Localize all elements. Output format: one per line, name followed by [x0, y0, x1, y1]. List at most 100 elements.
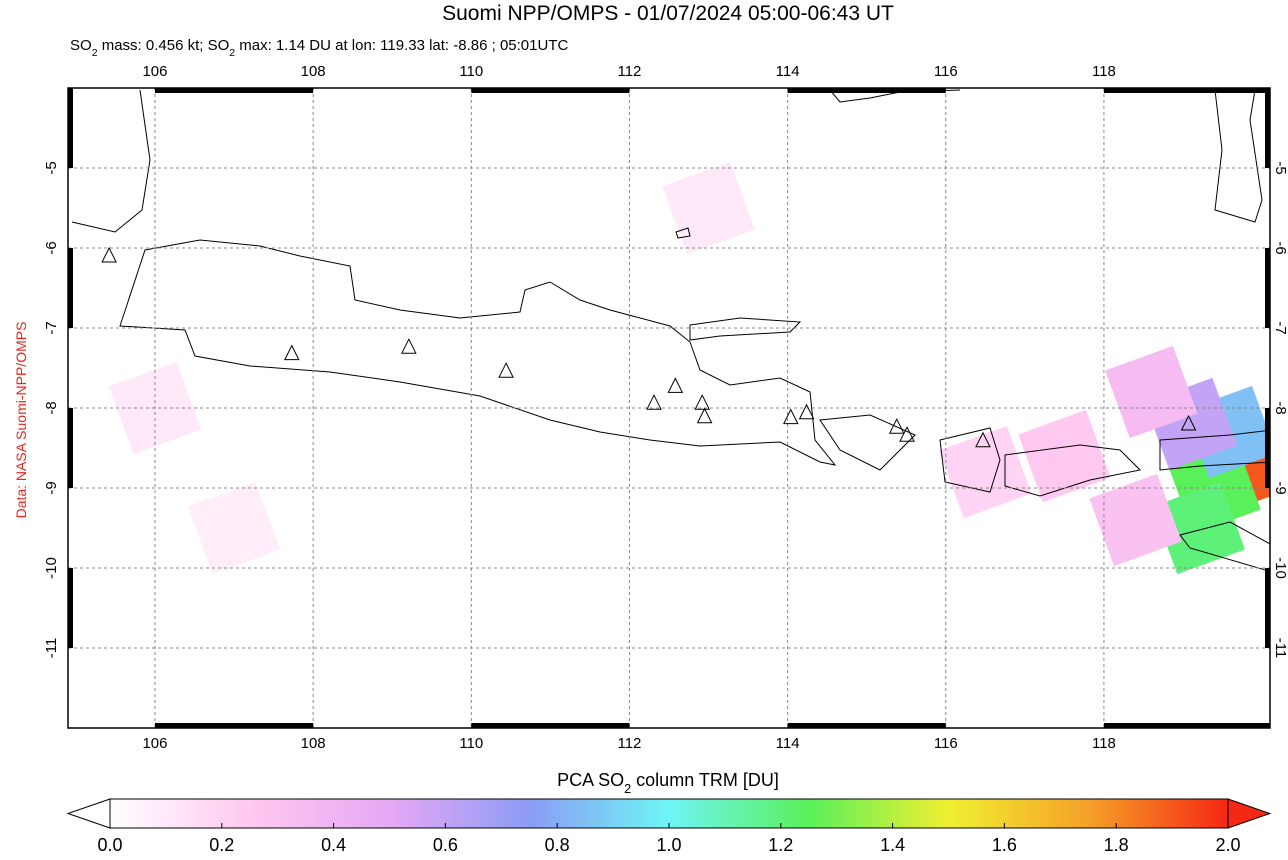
chart-title: Suomi NPP/OMPS - 01/07/2024 05:00-06:43 …: [442, 2, 894, 25]
frame-bar: [787, 723, 946, 728]
so2-cell: [1152, 481, 1245, 575]
colorbar-tick-label: 2.0: [1215, 835, 1240, 855]
coastline: [71, 89, 151, 233]
volcano: [975, 431, 991, 448]
frame-bar: [471, 88, 630, 93]
map-frame: [67, 87, 1271, 729]
text-part: mass: 0.456 kt; SO: [98, 37, 230, 54]
colorbar-tick-label: 1.6: [992, 835, 1017, 855]
colorbar-tick-label: 0.0: [97, 835, 122, 855]
volcano: [401, 338, 417, 354]
text-part: 2: [92, 47, 98, 59]
y-tick-label: -6: [1272, 241, 1288, 254]
coastline: [689, 317, 802, 341]
coastlines: [71, 89, 1270, 572]
volcano: [498, 362, 514, 378]
credit: Data: NASA Suomi-NPP/OMPS: [13, 322, 29, 519]
colorbar-tick-label: 1.8: [1104, 835, 1129, 855]
frame-bar: [471, 723, 630, 728]
graticule: [68, 88, 1270, 728]
frame-bar: [1265, 408, 1270, 488]
colorbar-tick-label: 0.2: [209, 835, 234, 855]
so2-cell: [187, 481, 281, 575]
y-tick-label: -5: [1272, 161, 1288, 174]
so2-cell: [1018, 409, 1111, 503]
volcano: [899, 426, 915, 442]
x-tick-label: 110: [459, 63, 483, 80]
frame-bar: [1103, 88, 1270, 93]
coastline: [119, 239, 837, 466]
coastline: [1214, 89, 1263, 223]
y-tick-label: -8: [43, 401, 60, 414]
x-tick-label: 108: [301, 63, 326, 80]
y-tick-label: -11: [1272, 638, 1288, 659]
volcanoes: [101, 246, 1197, 448]
x-tick-label: 114: [776, 735, 800, 752]
coastline: [819, 414, 916, 471]
volcano: [283, 344, 300, 361]
frame-bar: [68, 248, 73, 328]
y-tick-label: -10: [43, 557, 60, 579]
y-tick-label: -9: [1272, 481, 1288, 494]
volcano: [1180, 414, 1197, 431]
y-tick-label: -6: [43, 241, 60, 254]
volcano: [667, 377, 684, 393]
x-tick-label: 112: [617, 735, 641, 752]
colorbar-tick-label: 0.6: [433, 835, 458, 855]
subtitle: SO2 mass: 0.456 kt; SO2 max: 1.14 DU at …: [70, 37, 568, 59]
x-tick-label: 116: [934, 735, 958, 752]
x-tick-label: 108: [301, 735, 326, 752]
y-tick-label: -11: [43, 638, 60, 659]
volcano: [101, 246, 117, 263]
volcano: [782, 408, 799, 425]
y-tick-label: -7: [1272, 321, 1288, 334]
x-tick-label: 116: [934, 63, 958, 80]
y-tick-label: -5: [43, 161, 60, 174]
coastline: [1159, 429, 1270, 471]
x-tick-label: 106: [142, 735, 167, 752]
colorbar-arrow-high: [1227, 798, 1272, 829]
so2-layer: [108, 161, 1270, 575]
x-tick-label: 110: [459, 735, 483, 752]
frame-bar: [68, 568, 73, 648]
frame-bar: [1265, 248, 1270, 328]
text-part: max: 1.14 DU at lon: 119.33 lat: -8.86 ;…: [235, 37, 568, 54]
frame-bar: [1103, 723, 1270, 728]
so2-cell: [1105, 345, 1198, 439]
y-tick-label: -10: [1272, 557, 1288, 579]
frame-bar: [154, 723, 314, 728]
colorbar-title: PCA SO2 column TRM [DU]: [557, 770, 779, 796]
coastline: [1179, 521, 1270, 572]
coastline: [675, 227, 691, 239]
colorbar-arrow-low: [66, 798, 111, 829]
y-tick-label: -8: [1272, 401, 1288, 414]
y-tick-label: -9: [43, 481, 60, 494]
x-tick-label: 118: [1092, 63, 1116, 80]
frame-bar: [154, 88, 314, 93]
text-part: 2: [229, 47, 235, 59]
frame-bar: [1265, 88, 1270, 168]
colorbar-tick-label: 1.2: [768, 835, 793, 855]
text-part: SO: [70, 37, 92, 54]
colorbar-tick-label: 1.4: [880, 835, 905, 855]
volcano: [646, 394, 662, 410]
text-part: PCA SO: [557, 770, 624, 790]
x-tick-label: 118: [1092, 735, 1116, 752]
x-tick-label: 106: [142, 63, 167, 80]
frame-bar: [787, 88, 946, 93]
frame-bar: [1265, 568, 1270, 648]
frame-bar: [68, 88, 73, 168]
y-tick-label: -7: [43, 321, 60, 334]
text-part: 2: [624, 782, 631, 796]
volcano: [694, 394, 711, 410]
volcano: [888, 418, 905, 434]
frame-bar: [68, 408, 73, 488]
so2-cell: [939, 425, 1032, 519]
colorbar-tick-label: 0.4: [321, 835, 346, 855]
colorbar-tick-label: 1.0: [656, 835, 681, 855]
text-part: column TRM [DU]: [631, 770, 779, 790]
volcano: [798, 403, 815, 420]
colorbar-tick-label: 0.8: [545, 835, 570, 855]
so2-cell: [662, 161, 755, 255]
